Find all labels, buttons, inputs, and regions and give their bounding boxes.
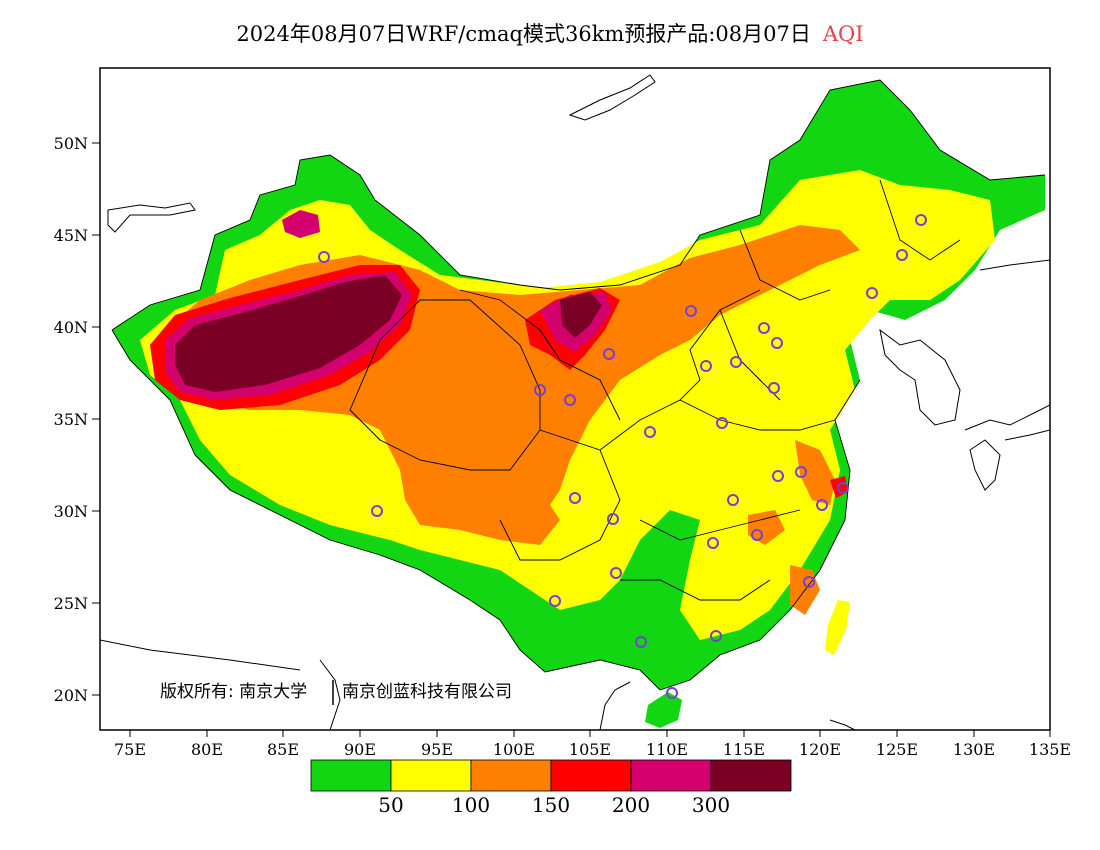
city-marker [837,482,849,494]
legend-label: 300 [692,793,730,817]
city-marker [727,494,739,506]
city-marker [816,499,828,511]
lon-label: 120E [799,740,841,759]
lat-label: 50N [54,134,88,153]
lon-label: 100E [493,740,535,759]
lon-label: 95E [421,740,453,759]
lon-axis: 75E 80E 85E 90E 95E 100E 105E 110E 115E … [114,730,1071,759]
legend-swatch-very-unhealthy [630,759,712,792]
city-marker [915,214,927,226]
lon-label: 75E [114,740,146,759]
city-marker [610,567,622,579]
copyright-text: 版权所有: 南京大学 [160,682,307,702]
legend-swatch-good [310,759,392,792]
aqi-region-hazardous [175,275,402,392]
aqi-region-magenta-dzungaria [282,210,320,238]
aqi-legend: 50 100 150 200 300 [310,759,792,817]
aqi-region-orange-yangtze [748,510,785,545]
city-marker [564,394,576,406]
lat-label: 20N [54,686,88,705]
city-marker [803,576,815,588]
aqi-region-maroon-ningxia [560,292,602,338]
city-marker [710,630,722,642]
lat-label: 25N [54,594,88,613]
city-marker [685,305,697,317]
city-marker [771,337,783,349]
lon-label: 130E [953,740,995,759]
city-marker [371,505,383,517]
city-marker [569,492,581,504]
city-marker [707,537,719,549]
city-marker [635,636,647,648]
coastlines [100,74,1050,730]
city-marker [772,470,784,482]
city-marker [866,287,878,299]
lon-label: 85E [267,740,299,759]
lon-label: 115E [723,740,765,759]
lat-label: 40N [54,318,88,337]
aqi-region-taiwan [825,600,850,655]
legend-label: 150 [532,793,570,817]
city-marker [549,595,561,607]
city-marker [896,249,908,261]
city-marker [644,426,656,438]
lon-label: 105E [569,740,611,759]
lon-label: 80E [191,740,223,759]
lat-label: 35N [54,410,88,429]
aqi-region-orange-south [400,460,560,545]
legend-swatch-sensitive [470,759,552,792]
title-text: 2024年08月07日WRF/cmaq模式36km预报产品:08月07日 [236,22,811,46]
map-title: 2024年08月07日WRF/cmaq模式36km预报产品:08月07日 AQI [0,18,1100,48]
title-variable: AQI [822,22,864,46]
lon-label: 90E [344,740,376,759]
city-marker [700,360,712,372]
aqi-region-orange-east [795,440,835,505]
legend-swatch-moderate [390,759,472,792]
legend-swatch-hazardous [710,759,792,792]
copyright-company: 南京创蓝科技有限公司 [342,682,512,702]
city-marker [751,529,763,541]
lon-label: 135E [1029,740,1071,759]
city-marker [768,382,780,394]
city-marker [716,417,728,429]
lat-axis: 50N 45N 40N 35N 30N 25N 20N [54,134,100,705]
legend-label: 200 [612,793,650,817]
lon-label: 125E [876,740,918,759]
city-marker [603,348,615,360]
city-marker [607,513,619,525]
legend-label: 100 [452,793,490,817]
map-layers [100,74,1050,730]
city-marker [758,322,770,334]
lat-label: 45N [54,226,88,245]
city-marker [795,466,807,478]
boundary-lines [111,79,1046,691]
city-marker [666,687,678,699]
city-marker [318,251,330,263]
aqi-region-hainan [645,692,682,728]
copyright-note: 版权所有: 南京大学 南京创蓝科技有限公司 [160,680,512,705]
lon-label: 110E [646,740,688,759]
lat-label: 30N [54,502,88,521]
city-marker [730,356,742,368]
city-markers [318,214,927,699]
legend-label: 50 [378,793,403,817]
city-marker [534,384,546,396]
legend-swatch-unhealthy [550,759,632,792]
